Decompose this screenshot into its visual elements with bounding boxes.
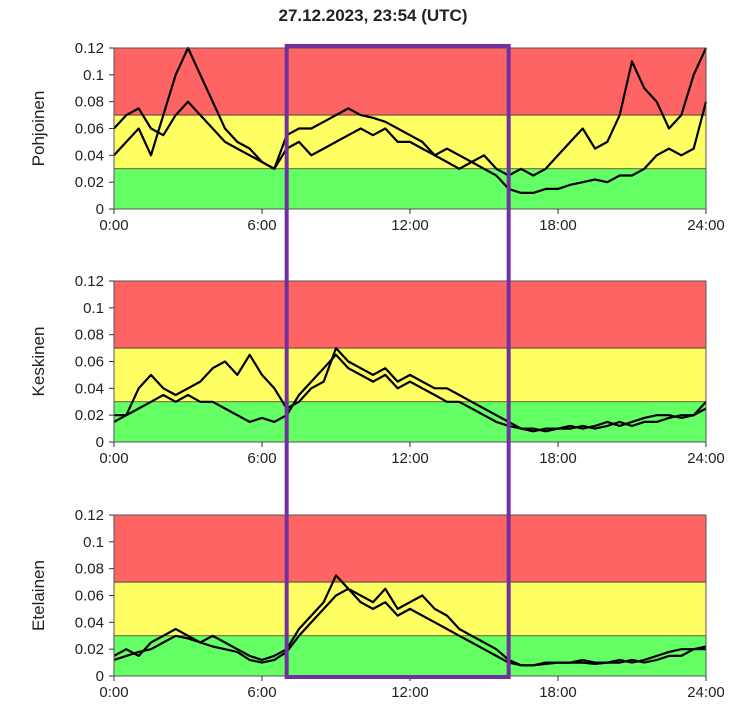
x-tick-label: 12:00 bbox=[391, 217, 429, 234]
x-tick-label: 12:00 bbox=[391, 450, 429, 467]
series-line-1 bbox=[113, 353, 707, 433]
x-tick-label: 0:00 bbox=[99, 450, 128, 467]
x-tick-label: 6:00 bbox=[247, 450, 276, 467]
y-tick-label: 0.06 bbox=[75, 121, 104, 138]
x-tick-label: 12:00 bbox=[391, 684, 429, 701]
y-tick-label: 0.04 bbox=[75, 147, 104, 164]
y-axis-label: Etelainen bbox=[29, 560, 48, 631]
x-tick-label: 0:00 bbox=[99, 684, 128, 701]
x-tick-label: 6:00 bbox=[247, 684, 276, 701]
y-tick-label: 0 bbox=[96, 434, 104, 451]
y-tick-label: 0.04 bbox=[75, 380, 104, 397]
series-line-0 bbox=[113, 46, 707, 177]
series-line-0 bbox=[114, 347, 707, 433]
series-line-1 bbox=[113, 100, 708, 194]
y-tick-label: 0.12 bbox=[75, 40, 104, 57]
x-tick-label: 24:00 bbox=[687, 217, 725, 234]
band-high bbox=[114, 515, 706, 583]
y-tick-label: 0.02 bbox=[75, 174, 104, 191]
y-tick-label: 0.02 bbox=[75, 407, 104, 424]
y-tick-label: 0.02 bbox=[75, 641, 104, 658]
highlight-window bbox=[284, 44, 511, 679]
y-tick-label: 0.06 bbox=[75, 354, 104, 371]
y-axis-label: Keskinen bbox=[29, 327, 48, 397]
band-low bbox=[114, 635, 706, 676]
x-tick-label: 6:00 bbox=[247, 217, 276, 234]
panel-0: 0 0.02 0.04 0.06 0.08 0.1 0.12 0:00 6:00 12:00 18:… bbox=[29, 40, 725, 234]
y-tick-label: 0.1 bbox=[83, 534, 104, 551]
x-tick-label: 24:00 bbox=[687, 684, 725, 701]
y-tick-label: 0.08 bbox=[75, 561, 104, 578]
y-tick-label: 0.08 bbox=[75, 327, 104, 344]
y-tick-label: 0.1 bbox=[83, 67, 104, 84]
y-axis-label: Pohjoinen bbox=[29, 91, 48, 167]
band-high bbox=[114, 281, 706, 349]
panel-1: 0 0.02 0.04 0.06 0.08 0.1 0.12 0:00 6:00 12:00 18:… bbox=[29, 273, 725, 467]
y-tick-label: 0.12 bbox=[75, 273, 104, 290]
y-tick-label: 0.08 bbox=[75, 94, 104, 111]
y-tick-label: 0.04 bbox=[75, 614, 104, 631]
x-tick-label: 0:00 bbox=[99, 217, 128, 234]
x-tick-label: 24:00 bbox=[687, 450, 725, 467]
y-tick-label: 0.06 bbox=[75, 588, 104, 605]
series-line-1 bbox=[113, 587, 706, 667]
y-tick-label: 0.1 bbox=[83, 300, 104, 317]
x-tick-label: 18:00 bbox=[539, 684, 577, 701]
x-tick-label: 18:00 bbox=[539, 217, 577, 234]
x-tick-label: 18:00 bbox=[539, 450, 577, 467]
y-tick-label: 0 bbox=[96, 668, 104, 685]
panel-2: 0 0.02 0.04 0.06 0.08 0.1 0.12 0:00 6:00 12:00 18:… bbox=[29, 507, 725, 701]
chart-title: 27.12.2023, 23:54 (UTC) bbox=[278, 6, 468, 25]
y-tick-label: 0 bbox=[96, 201, 104, 218]
band-low bbox=[114, 168, 706, 209]
y-tick-label: 0.12 bbox=[75, 507, 104, 524]
